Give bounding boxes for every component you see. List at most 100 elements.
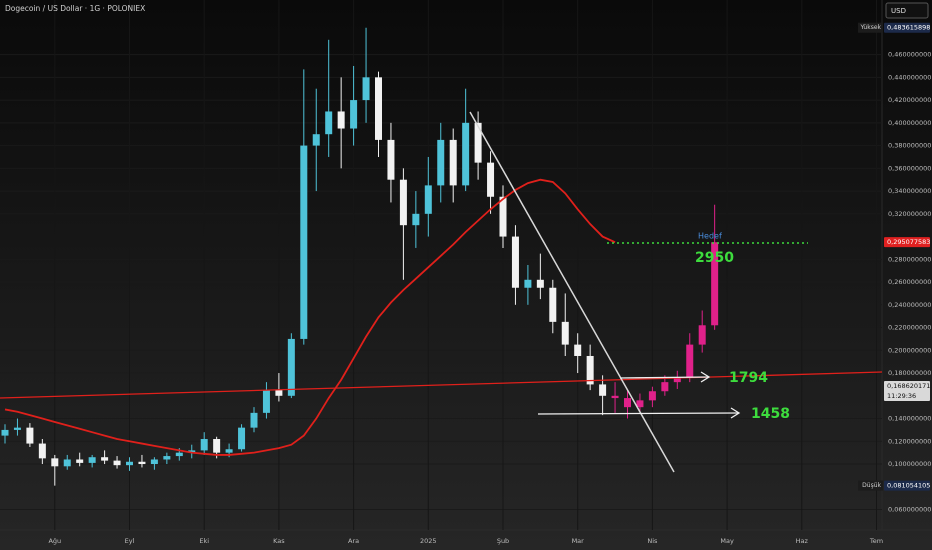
candle-body xyxy=(213,439,221,453)
y-tick-label: 0,180000000 xyxy=(888,369,931,377)
price-tag-name: Yüksek xyxy=(859,24,881,31)
x-tick-label: Haz xyxy=(796,537,809,545)
y-tick-label: 0,060000000 xyxy=(888,506,931,514)
candle-body xyxy=(462,122,470,186)
price-tag-name-box xyxy=(858,22,883,33)
candle-body xyxy=(138,461,146,465)
x-tick-label: Ara xyxy=(348,537,359,545)
candle-body xyxy=(150,459,158,465)
candle-body xyxy=(375,77,382,140)
candle-body xyxy=(387,139,395,180)
candle-body xyxy=(300,145,308,339)
price-tag xyxy=(884,380,930,401)
candle-body xyxy=(200,439,208,451)
candle-body xyxy=(163,456,171,460)
candle-body xyxy=(511,236,519,288)
candle-body xyxy=(698,325,706,345)
y-tick-label: 0,100000000 xyxy=(888,460,931,468)
price-tag xyxy=(884,237,930,248)
candle-body xyxy=(599,384,607,396)
candle-body xyxy=(113,460,121,466)
candle-body xyxy=(188,450,196,453)
candle-body xyxy=(586,355,594,385)
y-tick-label: 0,120000000 xyxy=(888,437,931,445)
candle-body xyxy=(412,213,420,226)
arrow-line xyxy=(619,376,709,379)
candle-body xyxy=(325,111,333,135)
y-tick-label: 0,280000000 xyxy=(888,255,931,263)
candle-body xyxy=(624,398,631,408)
y-tick-label: 0,400000000 xyxy=(888,119,931,127)
target-label: Hedef xyxy=(698,232,722,241)
x-tick-label: Mar xyxy=(572,537,585,545)
candle-body xyxy=(76,459,84,463)
x-tick-label: Tem xyxy=(869,537,883,545)
candle-body xyxy=(13,427,21,430)
price-tag-name: Düşük xyxy=(862,482,881,489)
y-tick-label: 0,220000000 xyxy=(888,324,931,332)
y-tick-label: 0,260000000 xyxy=(888,278,931,286)
arrow-head xyxy=(700,371,711,383)
level-label: 1458 xyxy=(751,406,790,422)
candle-body xyxy=(549,287,557,322)
y-tick-label: 0,340000000 xyxy=(888,187,931,195)
candle-body xyxy=(337,111,345,129)
x-tick-label: 2025 xyxy=(420,537,437,545)
candle-body xyxy=(362,77,370,101)
candle-body xyxy=(686,344,694,378)
x-tick-label: Şub xyxy=(497,537,509,545)
candle-body xyxy=(399,179,407,226)
candle-body xyxy=(126,461,133,466)
candle-body xyxy=(474,122,482,163)
y-tick-label: 0,460000000 xyxy=(888,51,931,59)
candle-body xyxy=(63,459,71,467)
candle-body xyxy=(275,390,283,396)
x-tick-label: Eyl xyxy=(125,537,135,545)
candle-body xyxy=(175,452,183,457)
candle-body xyxy=(611,395,619,399)
chart-title: Dogecoin / US Dollar · 1G · POLONIEX xyxy=(5,4,145,13)
candle-body xyxy=(561,321,569,345)
candle-body xyxy=(287,338,295,396)
candle-body xyxy=(262,390,270,413)
candle-body xyxy=(88,457,96,463)
candle-body xyxy=(711,242,719,326)
price-tag xyxy=(884,480,930,491)
y-tick-label: 0,140000000 xyxy=(888,415,931,423)
candle-body xyxy=(499,196,507,237)
candle-body xyxy=(250,412,258,428)
y-tick-label: 0,360000000 xyxy=(888,164,931,172)
candle-body xyxy=(574,344,582,356)
arrow-line xyxy=(537,412,739,415)
price-tag-label: 0,081054105 xyxy=(887,482,930,490)
price-tag-time: 11:29:36 xyxy=(887,392,916,400)
candle-body xyxy=(536,279,544,288)
y-tick-label: 0,240000000 xyxy=(888,301,931,309)
currency-button[interactable] xyxy=(885,2,929,19)
candle-body xyxy=(101,457,109,461)
price-tag-label: 0,483615898 xyxy=(887,24,930,32)
moving-average-line xyxy=(4,178,616,456)
candle-body xyxy=(238,427,246,450)
currency-label[interactable]: USD xyxy=(891,7,906,15)
candle-body xyxy=(449,139,457,186)
price-tag xyxy=(884,22,930,33)
candle-body xyxy=(1,429,9,436)
x-tick-label: Ağu xyxy=(48,537,61,545)
price-tag-name-box xyxy=(858,480,883,491)
candle-body xyxy=(51,458,59,467)
candle-body xyxy=(648,391,656,401)
y-tick-label: 0,440000000 xyxy=(888,73,931,81)
level-label: 2950 xyxy=(695,250,734,266)
candle-body xyxy=(312,134,320,146)
x-tick-label: May xyxy=(720,537,734,545)
trend-line xyxy=(469,111,675,473)
x-tick-label: Eki xyxy=(199,537,209,545)
candle-body xyxy=(38,443,46,459)
candle-body xyxy=(636,400,644,408)
price-tag-label: 0,168620171 xyxy=(887,382,930,390)
arrow-head xyxy=(730,407,741,419)
candle-body xyxy=(350,100,358,129)
